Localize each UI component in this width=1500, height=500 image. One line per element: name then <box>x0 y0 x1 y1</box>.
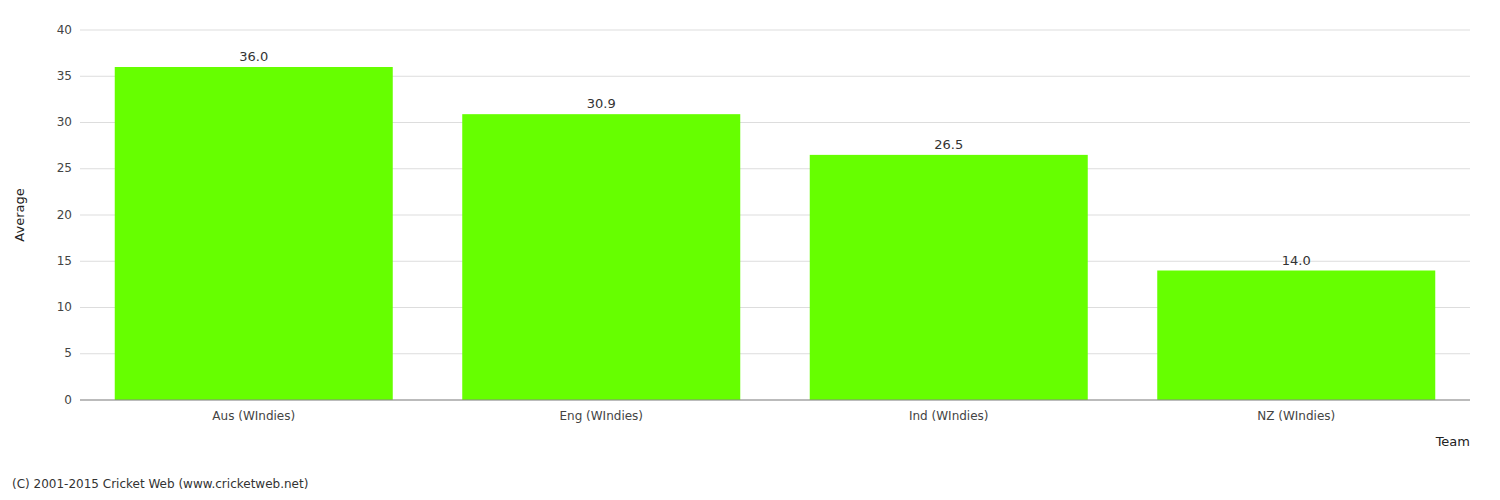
y-tick-label: 10 <box>57 300 72 314</box>
data-label: 36.0 <box>239 49 268 64</box>
data-label: 14.0 <box>1282 253 1311 268</box>
x-axis: Aus (WIndies) Eng (WIndies) Ind (WIndies) N… <box>80 400 1470 423</box>
y-tick-label: 30 <box>57 115 72 129</box>
grid <box>80 30 1470 400</box>
bar <box>462 114 740 400</box>
chart-svg: 0 5 10 15 20 25 30 35 40 36.0 30.9 26.5 14.0 Aus (WIn… <box>0 0 1500 500</box>
bars <box>115 67 1436 400</box>
chart-container: 0 5 10 15 20 25 30 35 40 36.0 30.9 26.5 14.0 Aus (WIn… <box>0 0 1500 500</box>
footer-text: (C) 2001-2015 Cricket Web (www.cricketwe… <box>12 477 308 491</box>
bar <box>810 155 1088 400</box>
x-tick-label: Ind (WIndies) <box>909 409 989 423</box>
x-tick-label: NZ (WIndies) <box>1257 409 1335 423</box>
bar <box>115 67 393 400</box>
grid-line <box>80 30 1470 31</box>
bar <box>1157 271 1435 401</box>
y-tick-label: 5 <box>64 346 72 360</box>
y-tick-label: 15 <box>57 254 72 268</box>
data-labels: 36.0 30.9 26.5 14.0 <box>239 49 1310 268</box>
y-tick-label: 25 <box>57 161 72 175</box>
y-tick-label: 0 <box>64 393 72 407</box>
y-axis-title: Average <box>12 188 27 241</box>
y-axis: 0 5 10 15 20 25 30 35 40 <box>57 23 72 407</box>
x-axis-title: Team <box>1435 434 1470 449</box>
x-axis-line <box>80 400 1470 401</box>
y-tick-label: 35 <box>57 69 72 83</box>
y-tick-label: 40 <box>57 23 72 37</box>
x-tick-label: Eng (WIndies) <box>559 409 643 423</box>
grid-line <box>80 400 1470 401</box>
data-label: 30.9 <box>587 96 616 111</box>
data-label: 26.5 <box>934 137 963 152</box>
x-tick-label: Aus (WIndies) <box>212 409 295 423</box>
y-tick-label: 20 <box>57 208 72 222</box>
